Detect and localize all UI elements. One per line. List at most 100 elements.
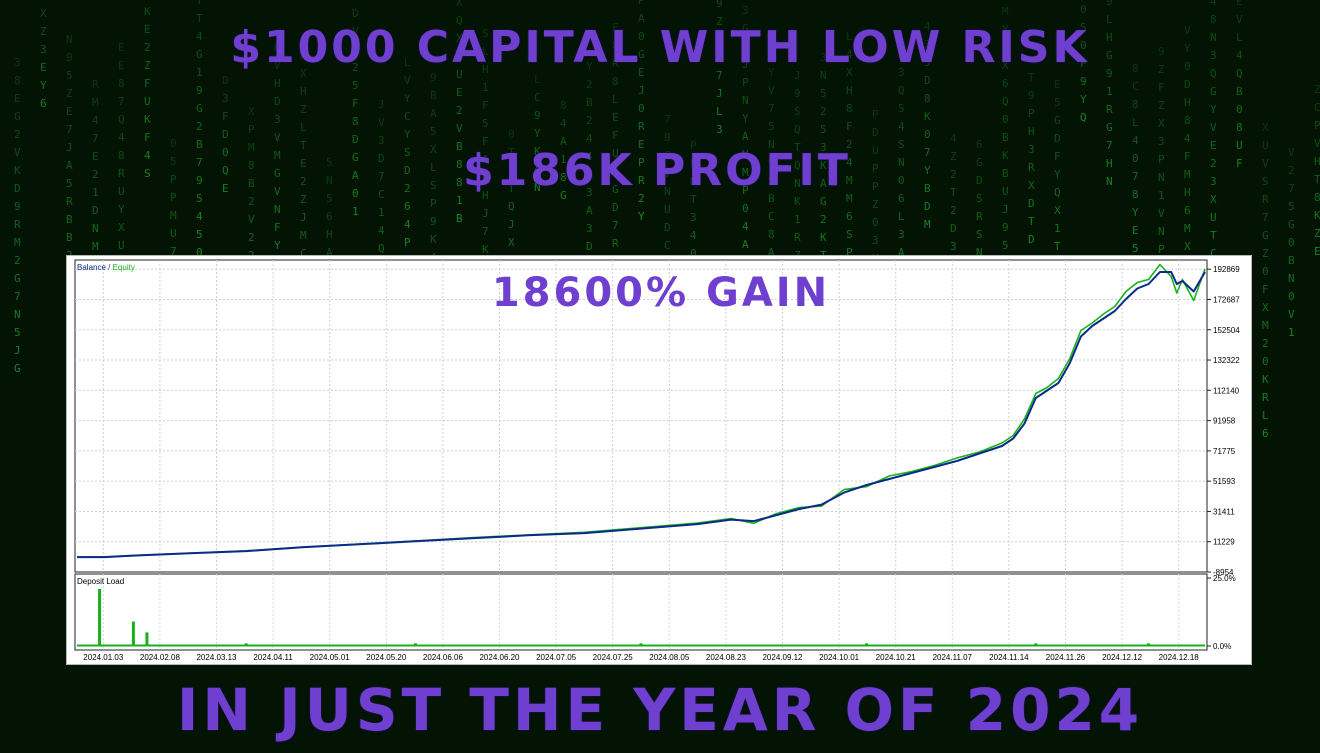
matrix-glyph: 9 <box>1080 75 1087 88</box>
matrix-glyph: X <box>1158 117 1165 130</box>
matrix-glyph: S <box>794 105 801 118</box>
matrix-glyph: 6 <box>326 210 333 223</box>
matrix-glyph: N <box>1002 41 1009 54</box>
matrix-glyph: G <box>820 195 827 208</box>
matrix-glyph: E <box>612 111 619 124</box>
matrix-glyph: 0 <box>1236 103 1243 116</box>
matrix-glyph: G <box>274 167 281 180</box>
matrix-glyph: N <box>1158 225 1165 238</box>
matrix-glyph: F <box>1236 157 1243 170</box>
matrix-glyph: K <box>794 195 801 208</box>
matrix-glyph: 0 <box>1288 290 1295 303</box>
matrix-glyph: T <box>196 12 203 25</box>
matrix-glyph: H <box>1106 157 1113 170</box>
matrix-glyph: D <box>690 175 697 188</box>
x-tick-label: 2024.12.12 <box>1102 653 1143 662</box>
matrix-glyph: T <box>690 193 697 206</box>
matrix-glyph: 1 <box>560 153 567 166</box>
matrix-glyph: L <box>534 73 541 86</box>
matrix-glyph: 9 <box>768 156 775 169</box>
matrix-glyph: 9 <box>1002 221 1009 234</box>
matrix-glyph: M <box>170 209 177 222</box>
matrix-glyph: 4 <box>846 48 853 61</box>
matrix-glyph: D <box>1028 197 1035 210</box>
matrix-glyph: S <box>976 228 983 241</box>
matrix-glyph: J <box>378 98 385 111</box>
matrix-glyph: D <box>976 174 983 187</box>
matrix-glyph: B <box>66 231 73 244</box>
matrix-glyph: G <box>976 156 983 169</box>
matrix-glyph: 4 <box>1210 0 1217 8</box>
matrix-glyph: 0 <box>196 246 203 259</box>
matrix-glyph: V <box>1236 13 1243 26</box>
matrix-glyph: 8 <box>1314 191 1320 204</box>
matrix-glyph: F <box>1054 150 1061 163</box>
matrix-glyph: D <box>378 152 385 165</box>
matrix-glyph: 0 <box>872 216 879 229</box>
matrix-glyph: X <box>1028 179 1035 192</box>
matrix-glyph: 2 <box>1288 164 1295 177</box>
matrix-glyph: J <box>300 211 307 224</box>
matrix-glyph: 5 <box>1002 239 1009 252</box>
matrix-glyph: A <box>742 238 749 251</box>
matrix-glyph: B <box>196 138 203 151</box>
x-tick-label: 2024.01.03 <box>83 653 124 662</box>
matrix-glyph: B <box>768 192 775 205</box>
matrix-glyph: 3 <box>1158 135 1165 148</box>
matrix-glyph: Y <box>534 127 541 140</box>
matrix-glyph: 5 <box>924 56 931 69</box>
matrix-glyph: 7 <box>196 156 203 169</box>
matrix-glyph: 1 <box>1288 326 1295 339</box>
matrix-glyph: M <box>742 166 749 179</box>
matrix-glyph: R <box>1028 161 1035 174</box>
chart-canvas: 192869 172687 152504 132322 112140 91958 71775… <box>74 259 1240 662</box>
matrix-glyph: B <box>1002 167 1009 180</box>
matrix-glyph: K <box>1262 373 1269 386</box>
matrix-glyph: F <box>482 99 489 112</box>
matrix-glyph: 4 <box>534 163 541 176</box>
matrix-glyph: S <box>976 192 983 205</box>
matrix-glyph: J <box>66 141 73 154</box>
matrix-glyph: P <box>1158 153 1165 166</box>
x-tick-label: 2024.10.01 <box>819 653 860 662</box>
matrix-glyph: H <box>846 84 853 97</box>
matrix-glyph: F <box>482 135 489 148</box>
matrix-glyph: L <box>430 161 437 174</box>
matrix-glyph: D <box>222 128 229 141</box>
matrix-glyph: V <box>1184 24 1191 37</box>
deposit-tick-label: 0.0% <box>1213 642 1231 651</box>
matrix-glyph: 1 <box>352 205 359 218</box>
matrix-glyph: 0 <box>638 102 645 115</box>
matrix-glyph: 4 <box>378 224 385 237</box>
matrix-glyph: R <box>794 231 801 244</box>
y-tick-label: 91958 <box>1213 417 1236 426</box>
matrix-glyph: 3 <box>742 4 749 17</box>
matrix-glyph: 2 <box>144 41 151 54</box>
matrix-glyph: R <box>1262 193 1269 206</box>
matrix-glyph: 5 <box>352 79 359 92</box>
matrix-glyph: R <box>976 210 983 223</box>
matrix-glyph: H <box>482 189 489 202</box>
matrix-glyph: Z <box>1262 247 1269 260</box>
matrix-glyph: A <box>482 153 489 166</box>
matrix-glyph: 4 <box>1236 49 1243 62</box>
matrix-glyph: N <box>92 222 99 235</box>
matrix-glyph: P <box>1028 107 1035 120</box>
matrix-glyph: F <box>352 97 359 110</box>
matrix-glyph: 7 <box>118 95 125 108</box>
balance-line <box>77 271 1206 559</box>
matrix-glyph: D <box>1054 132 1061 145</box>
matrix-glyph: P <box>430 197 437 210</box>
matrix-glyph: 5 <box>326 156 333 169</box>
matrix-glyph: 4 <box>898 120 905 133</box>
deposit-load-bar <box>865 643 869 646</box>
matrix-glyph: 0 <box>1288 236 1295 249</box>
matrix-glyph: J <box>352 43 359 56</box>
matrix-glyph: 1 <box>1054 222 1061 235</box>
matrix-glyph: 9 <box>1106 0 1113 8</box>
matrix-glyph: T <box>508 182 515 195</box>
x-tick-label: 2024.05.01 <box>310 653 351 662</box>
matrix-glyph: C <box>1314 101 1320 114</box>
matrix-glyph: Q <box>794 123 801 136</box>
matrix-glyph: 8 <box>560 171 567 184</box>
